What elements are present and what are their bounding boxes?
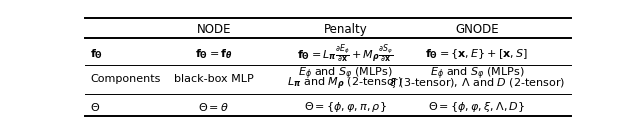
Text: Penalty: Penalty [323, 23, 367, 36]
Text: black-box MLP: black-box MLP [174, 74, 254, 84]
Text: GNODE: GNODE [455, 23, 499, 36]
Text: $E_{\phi}$ and $S_{\varphi}$ (MLPs): $E_{\phi}$ and $S_{\varphi}$ (MLPs) [298, 66, 393, 82]
Text: $\Theta = \{\phi, \varphi, \pi, \rho\}$: $\Theta = \{\phi, \varphi, \pi, \rho\}$ [304, 100, 387, 114]
Text: Components: Components [90, 74, 160, 84]
Text: NODE: NODE [196, 23, 231, 36]
Text: $\Theta$: $\Theta$ [90, 101, 100, 113]
Text: $\mathbf{f}_{\boldsymbol{\Theta}} = \{\mathbf{x}, E\} + [\mathbf{x}, S]$: $\mathbf{f}_{\boldsymbol{\Theta}} = \{\m… [426, 48, 528, 61]
Text: $\mathbf{f}_{\boldsymbol{\Theta}} = \mathbf{f}_{\boldsymbol{\theta}}$: $\mathbf{f}_{\boldsymbol{\Theta}} = \mat… [195, 48, 233, 61]
Text: $\Theta = \theta$: $\Theta = \theta$ [198, 101, 229, 113]
Text: $E_{\phi}$ and $S_{\varphi}$ (MLPs): $E_{\phi}$ and $S_{\varphi}$ (MLPs) [429, 66, 524, 82]
Text: $L_{\boldsymbol{\pi}}$ and $M_{\boldsymbol{\rho}}$ (2-tensor): $L_{\boldsymbol{\pi}}$ and $M_{\boldsymb… [287, 75, 403, 92]
Text: $\xi$ (3-tensor), $\Lambda$ and $D$ (2-tensor): $\xi$ (3-tensor), $\Lambda$ and $D$ (2-t… [388, 77, 565, 91]
Text: $\mathbf{f}_{\boldsymbol{\Theta}} = L_{\boldsymbol{\pi}}\frac{\partial E_{\phi}}: $\mathbf{f}_{\boldsymbol{\Theta}} = L_{\… [297, 43, 394, 66]
Text: $\Theta = \{\phi, \varphi, \xi, \Lambda, D\}$: $\Theta = \{\phi, \varphi, \xi, \Lambda,… [428, 100, 525, 114]
Text: $\mathbf{f}_{\boldsymbol{\Theta}}$: $\mathbf{f}_{\boldsymbol{\Theta}}$ [90, 48, 103, 61]
